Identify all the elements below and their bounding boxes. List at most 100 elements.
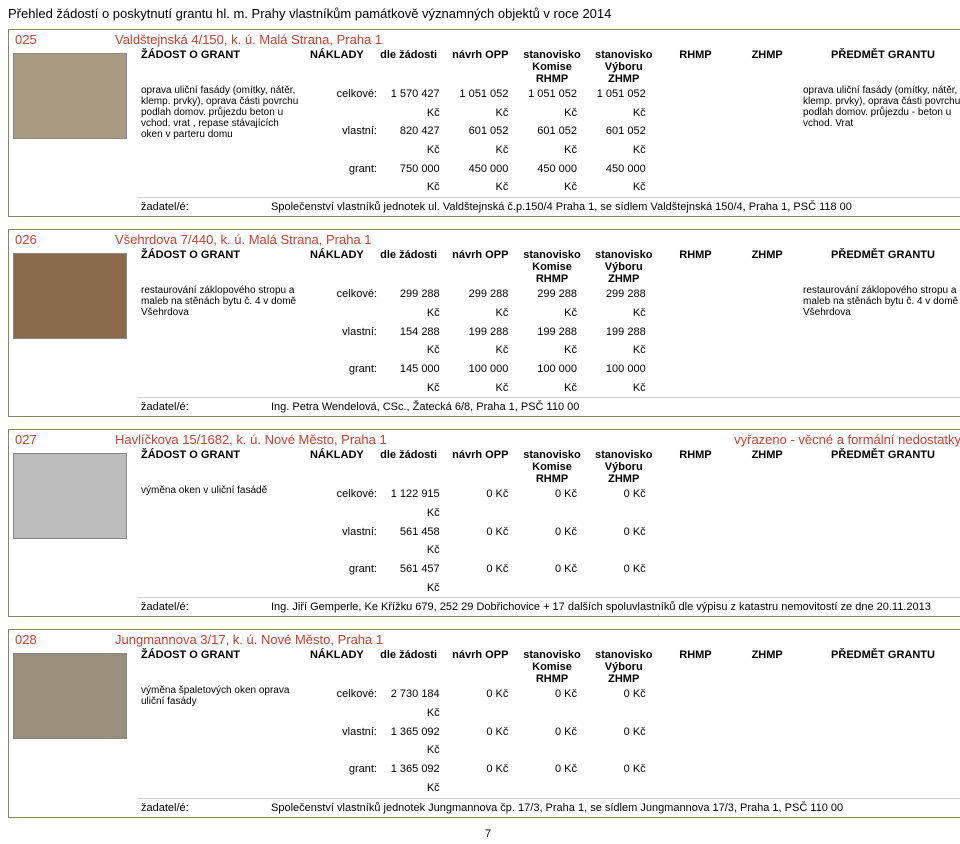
amount-cell (728, 760, 797, 797)
col-rhmp: RHMP (660, 249, 732, 285)
amount-cell: 1 570 427 Kč (385, 85, 454, 122)
amount-cell: 1 051 052 Kč (454, 85, 523, 122)
amount-cell: 0 Kč (591, 760, 660, 797)
record-address: Havlíčkova 15/1682, k. ú. Nové Město, Pr… (115, 432, 734, 447)
row-label: celkové: (307, 485, 385, 522)
amount-cell (660, 760, 729, 797)
amount-cell (728, 560, 797, 597)
section-label: ŽÁDOST O GRANT (141, 449, 301, 485)
amount-cell: 450 000 Kč (591, 160, 660, 197)
amount-cell: 0 Kč (591, 685, 660, 722)
amount-cell: 0 Kč (454, 560, 523, 597)
request-description: výměna oken v uliční fasádě (141, 485, 307, 597)
amount-cell (660, 560, 729, 597)
amount-cell: 0 Kč (591, 560, 660, 597)
col-sv2a: stanovisko (595, 249, 652, 261)
row-label: celkové: (307, 285, 385, 322)
amount-cell (728, 723, 797, 760)
col-sv1b: Komise RHMP (516, 261, 588, 285)
amount-cell: 0 Kč (522, 760, 591, 797)
record-note: vyřazeno - věcné a formální nedostatky (734, 432, 960, 447)
amount-cell: 2 730 184 Kč (385, 685, 454, 722)
amount-cell (728, 85, 797, 122)
col-sv2a: stanovisko (595, 49, 652, 61)
col-opp: návrh OPP (444, 449, 516, 485)
applicant-label: žadatel/é: (141, 601, 271, 613)
record-id: 027 (15, 432, 115, 447)
amount-cell: 1 051 052 Kč (522, 85, 591, 122)
amount-cell: 750 000 Kč (385, 160, 454, 197)
applicant-label: žadatel/é: (141, 802, 271, 814)
amount-cell (728, 285, 797, 322)
amount-cell: 145 000 Kč (385, 360, 454, 397)
col-sv1b: Komise RHMP (516, 661, 588, 685)
record-id: 026 (15, 232, 115, 247)
amount-cell (728, 685, 797, 722)
amount-cell (728, 360, 797, 397)
col-sv1b: Komise RHMP (516, 461, 588, 485)
grant-subject (797, 485, 960, 597)
amount-cell (728, 523, 797, 560)
amount-cell (660, 323, 729, 360)
record: 027Havlíčkova 15/1682, k. ú. Nové Město,… (8, 429, 960, 617)
amount-cell: 1 365 092 Kč (385, 723, 454, 760)
record-address: Všehrdova 7/440, k. ú. Malá Strana, Prah… (115, 232, 960, 247)
amount-cell (660, 160, 729, 197)
amount-cell: 299 288 Kč (385, 285, 454, 322)
section-label: ŽÁDOST O GRANT (141, 249, 301, 285)
row-label: vlastní: (307, 323, 385, 360)
col-sv1a: stanovisko (523, 449, 580, 461)
col-sv2a: stanovisko (595, 649, 652, 661)
record: 028Jungmannova 3/17, k. ú. Nové Město, P… (8, 629, 960, 817)
col-opp: návrh OPP (444, 649, 516, 685)
col-naklady: NÁKLADY (301, 49, 373, 85)
col-predmet: PŘEDMĚT GRANTU (803, 449, 960, 485)
col-dle: dle žádosti (373, 449, 445, 485)
page-title: Přehled žádostí o poskytnutí grantu hl. … (8, 6, 960, 21)
amount-cell: 199 288 Kč (454, 323, 523, 360)
row-label: grant: (307, 560, 385, 597)
amount-cell (728, 323, 797, 360)
col-sv1a: stanovisko (523, 249, 580, 261)
amount-cell (728, 160, 797, 197)
amount-cell: 1 122 915 Kč (385, 485, 454, 522)
amount-cell: 0 Kč (454, 685, 523, 722)
amount-cell (660, 285, 729, 322)
row-label: celkové: (307, 85, 385, 122)
amount-cell: 561 458 Kč (385, 523, 454, 560)
col-sv2a: stanovisko (595, 449, 652, 461)
amount-cell: 299 288 Kč (522, 285, 591, 322)
col-dle: dle žádosti (373, 649, 445, 685)
record: 026Všehrdova 7/440, k. ú. Malá Strana, P… (8, 229, 960, 417)
col-rhmp: RHMP (660, 649, 732, 685)
amount-cell: 0 Kč (522, 685, 591, 722)
amount-cell: 601 052 Kč (454, 122, 523, 159)
record-address: Jungmannova 3/17, k. ú. Nové Město, Prah… (115, 632, 960, 647)
grant-subject (797, 685, 960, 797)
col-zhmp: ZHMP (731, 49, 803, 85)
col-naklady: NÁKLADY (301, 449, 373, 485)
col-zhmp: ZHMP (731, 649, 803, 685)
col-zhmp: ZHMP (731, 449, 803, 485)
amount-cell: 0 Kč (454, 485, 523, 522)
section-label: ŽÁDOST O GRANT (141, 49, 301, 85)
amount-cell: 0 Kč (522, 523, 591, 560)
amount-cell: 450 000 Kč (522, 160, 591, 197)
amount-cell: 0 Kč (522, 560, 591, 597)
amount-cell: 299 288 Kč (591, 285, 660, 322)
col-sv2b: Výboru ZHMP (588, 461, 660, 485)
col-sv1a: stanovisko (523, 649, 580, 661)
amount-cell: 601 052 Kč (591, 122, 660, 159)
amount-cell (660, 360, 729, 397)
col-predmet: PŘEDMĚT GRANTU (803, 49, 960, 85)
row-label: vlastní: (307, 122, 385, 159)
col-rhmp: RHMP (660, 449, 732, 485)
request-description: výměna špaletových oken oprava uliční fa… (141, 685, 307, 797)
amount-cell: 1 051 052 Kč (591, 85, 660, 122)
amount-cell: 0 Kč (591, 485, 660, 522)
col-zhmp: ZHMP (731, 249, 803, 285)
amount-cell (660, 485, 729, 522)
page-number: 7 (8, 828, 960, 840)
row-label: grant: (307, 760, 385, 797)
col-sv2b: Výboru ZHMP (588, 661, 660, 685)
